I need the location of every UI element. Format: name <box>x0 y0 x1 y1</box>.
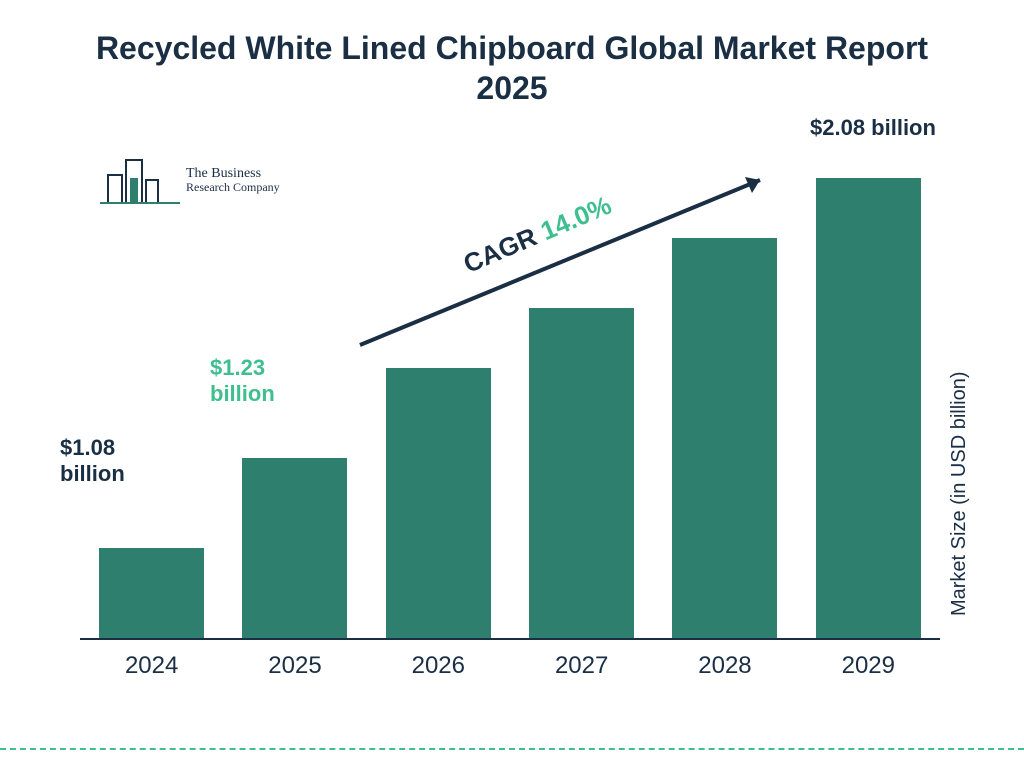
cagr-arrow-group: CAGR 14.0% <box>350 165 790 365</box>
xlabel: 2025 <box>235 652 355 680</box>
y-axis-label: Market Size (in USD billion) <box>949 372 972 617</box>
xlabel: 2024 <box>92 652 212 680</box>
xlabel: 2028 <box>665 652 785 680</box>
x-axis-labels: 2024 2025 2026 2027 2028 2029 <box>80 652 940 680</box>
trend-arrow-icon <box>350 165 790 365</box>
footer-dashed-line <box>0 748 1024 750</box>
chart-title: Recycled White Lined Chipboard Global Ma… <box>0 0 1024 108</box>
value-label-2025: $1.23 billion <box>210 355 310 408</box>
bar <box>99 548 204 638</box>
xlabel: 2026 <box>378 652 498 680</box>
bar-2024 <box>92 548 212 638</box>
bar-2026 <box>378 368 498 638</box>
xlabel: 2029 <box>808 652 928 680</box>
bar <box>242 458 347 638</box>
value-label-2024: $1.08 billion <box>60 435 160 488</box>
bar <box>386 368 491 638</box>
value-label-2029: $2.08 billion <box>810 115 936 141</box>
bar-2029 <box>808 178 928 638</box>
bar-2025 <box>235 458 355 638</box>
bar <box>816 178 921 638</box>
xlabel: 2027 <box>522 652 642 680</box>
